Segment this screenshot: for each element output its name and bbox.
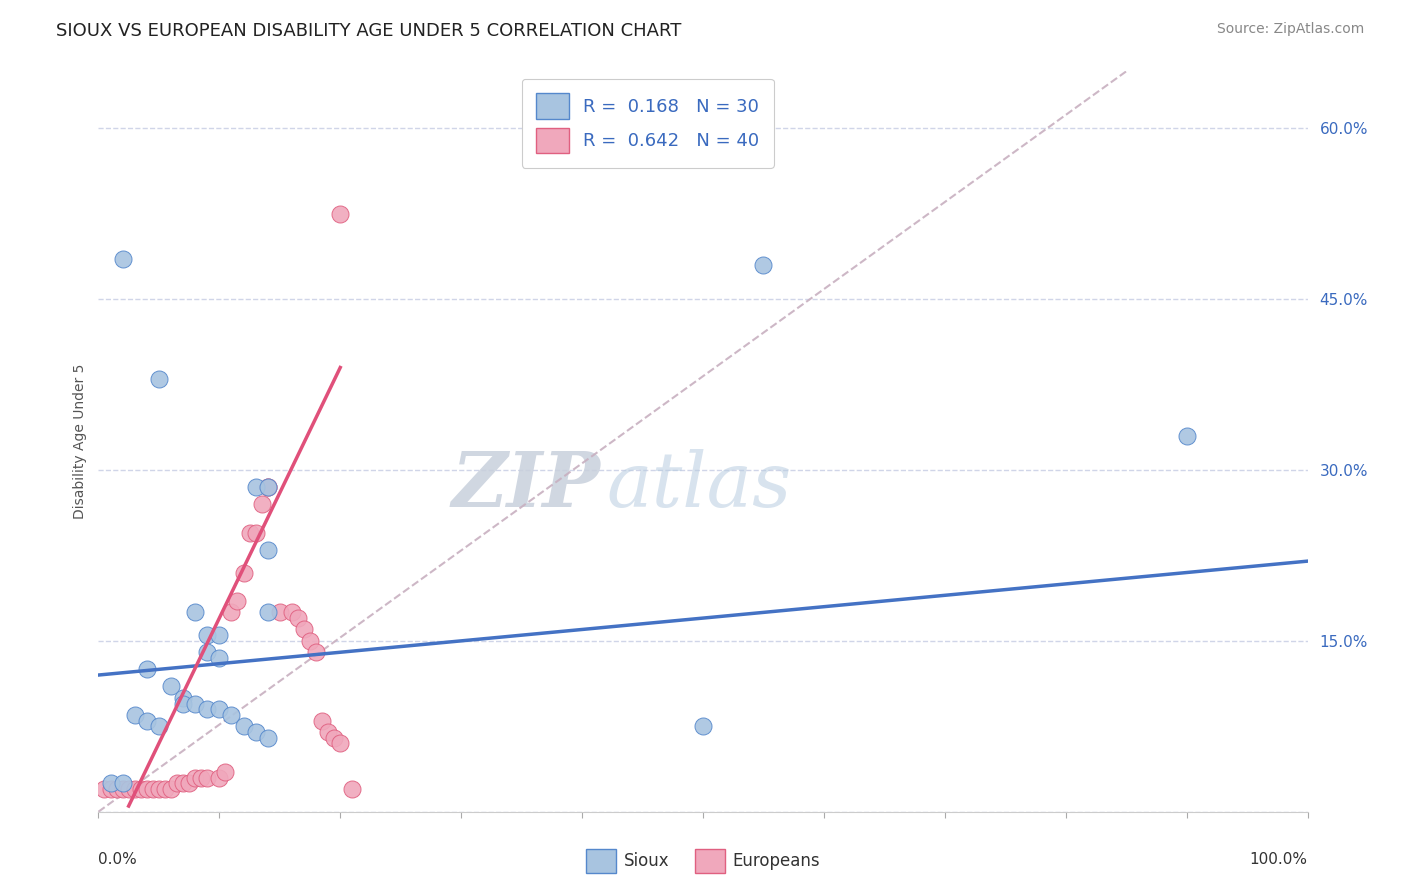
Point [135,781,157,796]
Point [179,776,201,790]
Point [93,781,115,796]
Point [250,497,273,511]
Point [323,731,346,745]
Text: SIOUX VS EUROPEAN DISABILITY AGE UNDER 5 CORRELATION CHART: SIOUX VS EUROPEAN DISABILITY AGE UNDER 5… [56,22,682,40]
Point [148,372,170,386]
Point [1175,429,1198,443]
Point [221,707,243,722]
Text: ZIP: ZIP [451,449,600,523]
Point [232,566,254,580]
Point [245,525,267,540]
Point [111,781,134,796]
Point [172,697,194,711]
Point [281,606,304,620]
Point [214,764,236,779]
Point [256,480,278,494]
Point [142,781,165,796]
Point [226,594,249,608]
Point [184,606,207,620]
Point [692,719,714,733]
Point [184,697,207,711]
Point [232,719,254,733]
Point [221,606,243,620]
Point [305,645,328,659]
Text: atlas: atlas [606,449,792,523]
Point [287,611,309,625]
Point [245,725,267,739]
Point [245,480,267,494]
Point [190,771,212,785]
Point [342,781,364,796]
Point [256,480,278,494]
Point [148,781,170,796]
Text: 0.0%: 0.0% [98,853,138,867]
Point [195,702,218,716]
Point [184,771,207,785]
Point [160,680,183,694]
Point [135,662,157,676]
Point [329,207,352,221]
Point [752,258,775,272]
Legend: Sioux, Europeans: Sioux, Europeans [579,842,827,880]
Point [172,776,194,790]
Point [124,707,146,722]
Text: 100.0%: 100.0% [1250,853,1308,867]
Point [195,628,218,642]
Point [166,776,188,790]
Point [208,628,231,642]
Point [148,719,170,733]
Point [129,781,152,796]
Point [299,633,322,648]
Point [256,606,278,620]
Point [311,714,333,728]
Point [239,525,262,540]
Point [195,771,218,785]
Point [208,702,231,716]
Point [208,771,231,785]
Point [118,781,141,796]
Point [256,542,278,557]
Point [100,781,122,796]
Point [269,606,291,620]
Point [292,623,315,637]
Point [135,714,157,728]
Point [208,651,231,665]
Legend: R =  0.168   N = 30, R =  0.642   N = 40: R = 0.168 N = 30, R = 0.642 N = 40 [522,78,773,168]
Point [256,480,278,494]
Point [195,645,218,659]
Point [316,725,339,739]
Point [329,736,352,750]
Point [153,781,176,796]
Point [111,252,134,267]
Point [100,776,122,790]
Point [111,776,134,790]
Point [124,781,146,796]
Point [105,781,128,796]
Text: Source: ZipAtlas.com: Source: ZipAtlas.com [1216,22,1364,37]
Point [172,690,194,705]
Point [160,781,183,796]
Y-axis label: Disability Age Under 5: Disability Age Under 5 [73,364,87,519]
Point [256,731,278,745]
